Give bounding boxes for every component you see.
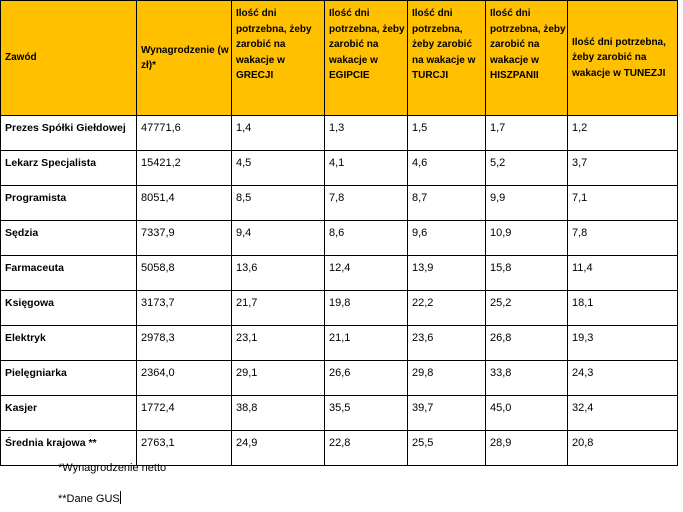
header-days-turkey: Ilość dni potrzebna, żeby zarobić na wak… [407,0,486,116]
days-cell: 22,2 [407,290,486,326]
salary-cell: 2978,3 [136,325,232,361]
occupation-cell: Księgowa [0,290,137,326]
occupation-cell: Kasjer [0,395,137,431]
days-cell: 9,9 [485,185,568,221]
days-cell: 12,4 [324,255,408,291]
header-days-egypt: Ilość dni potrzebna, żeby zarobić na wak… [324,0,408,116]
days-cell: 11,4 [567,255,678,291]
footnote-net-salary: *Wynagrodzenie netto [58,462,167,474]
days-cell: 25,5 [407,430,486,466]
days-cell: 33,8 [485,360,568,396]
header-occupation: Zawód [0,0,137,116]
occupation-cell: Prezes Spółki Giełdowej [0,115,137,151]
days-cell: 4,6 [407,150,486,186]
days-cell: 8,6 [324,220,408,256]
days-cell: 39,7 [407,395,486,431]
salary-cell: 3173,7 [136,290,232,326]
table-row: Prezes Spółki Giełdowej 47771,6 1,4 1,3 1,5 1… [0,115,678,151]
table-row: Pielęgniarka 2364,0 29,1 26,6 29,8 33,8 24,3 [0,360,678,396]
salary-cell: 8051,4 [136,185,232,221]
days-cell: 7,8 [324,185,408,221]
table-row: Sędzia 7337,9 9,4 8,6 9,6 10,9 7,8 [0,220,678,256]
days-cell: 4,5 [231,150,325,186]
days-cell: 8,5 [231,185,325,221]
occupation-cell: Programista [0,185,137,221]
days-cell: 7,8 [567,220,678,256]
salary-cell: 47771,6 [136,115,232,151]
occupation-cell: Farmaceuta [0,255,137,291]
days-cell: 3,7 [567,150,678,186]
days-cell: 19,8 [324,290,408,326]
days-cell: 1,4 [231,115,325,151]
days-cell: 1,3 [324,115,408,151]
salary-cell: 7337,9 [136,220,232,256]
days-cell: 22,8 [324,430,408,466]
table-header-row: Zawód Wynagrodzenie (w zł)* Ilość dni po… [0,0,678,116]
salary-cell: 15421,2 [136,150,232,186]
footnote-source: **Dane GUS [58,491,121,505]
footnote-source-text: **Dane GUS [58,493,120,505]
table-row: Farmaceuta 5058,8 13,6 12,4 13,9 15,8 11,4 [0,255,678,291]
occupation-cell: Elektryk [0,325,137,361]
days-cell: 35,5 [324,395,408,431]
days-cell: 19,3 [567,325,678,361]
days-cell: 7,1 [567,185,678,221]
table-body: Prezes Spółki Giełdowej 47771,6 1,4 1,3 1,5 1… [0,115,678,466]
salary-cell: 5058,8 [136,255,232,291]
days-cell: 38,8 [231,395,325,431]
table-row: Lekarz Specjalista 15421,2 4,5 4,1 4,6 5,2 3,7 [0,150,678,186]
occupation-cell: Pielęgniarka [0,360,137,396]
salary-cell: 2763,1 [136,430,232,466]
days-cell: 1,5 [407,115,486,151]
days-cell: 24,3 [567,360,678,396]
days-cell: 15,8 [485,255,568,291]
header-days-greece: Ilość dni potrzebna, żeby zarobić na wak… [231,0,325,116]
table-row: Programista 8051,4 8,5 7,8 8,7 9,9 7,1 [0,185,678,221]
days-cell: 10,9 [485,220,568,256]
table-row: Średnia krajowa ** 2763,1 24,9 22,8 25,5 28,9… [0,430,678,466]
days-cell: 28,9 [485,430,568,466]
table-row: Kasjer 1772,4 38,8 35,5 39,7 45,0 32,4 [0,395,678,431]
header-days-spain: Ilość dni potrzebna, żeby zarobić na wak… [485,0,568,116]
days-cell: 21,7 [231,290,325,326]
header-salary: Wynagrodzenie (w zł)* [136,0,232,116]
days-cell: 1,7 [485,115,568,151]
days-cell: 5,2 [485,150,568,186]
table-row: Księgowa 3173,7 21,7 19,8 22,2 25,2 18,1 [0,290,678,326]
days-cell: 13,6 [231,255,325,291]
salary-cell: 2364,0 [136,360,232,396]
days-cell: 23,6 [407,325,486,361]
days-cell: 23,1 [231,325,325,361]
days-cell: 24,9 [231,430,325,466]
days-cell: 21,1 [324,325,408,361]
days-cell: 8,7 [407,185,486,221]
days-cell: 20,8 [567,430,678,466]
days-cell: 4,1 [324,150,408,186]
occupation-cell: Średnia krajowa ** [0,430,137,466]
header-days-tunisia: Ilość dni potrzebna, żeby zarobić na wak… [567,0,678,116]
days-cell: 26,6 [324,360,408,396]
text-cursor [119,491,121,504]
days-cell: 9,4 [231,220,325,256]
days-cell: 26,8 [485,325,568,361]
days-cell: 45,0 [485,395,568,431]
salary-cell: 1772,4 [136,395,232,431]
occupation-cell: Sędzia [0,220,137,256]
days-cell: 25,2 [485,290,568,326]
days-cell: 9,6 [407,220,486,256]
occupation-cell: Lekarz Specjalista [0,150,137,186]
days-cell: 18,1 [567,290,678,326]
table-row: Elektryk 2978,3 23,1 21,1 23,6 26,8 19,3 [0,325,678,361]
salary-vacation-table: Zawód Wynagrodzenie (w zł)* Ilość dni po… [0,0,678,466]
days-cell: 32,4 [567,395,678,431]
days-cell: 29,1 [231,360,325,396]
days-cell: 1,2 [567,115,678,151]
days-cell: 29,8 [407,360,486,396]
days-cell: 13,9 [407,255,486,291]
